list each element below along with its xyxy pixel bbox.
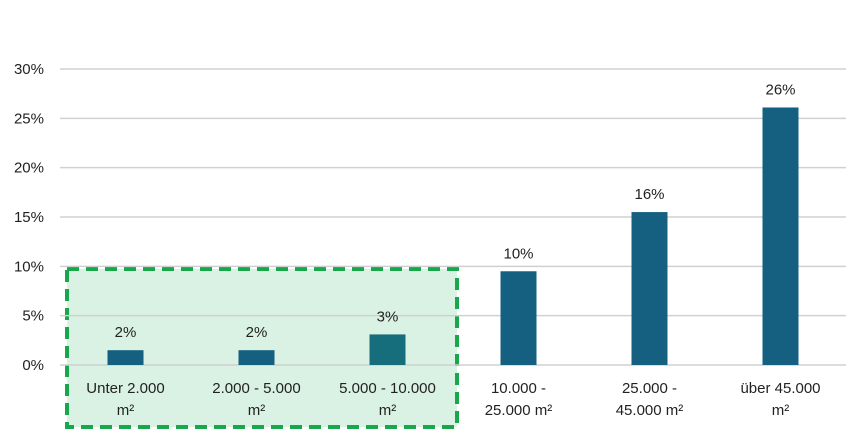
data-label: 10% bbox=[503, 245, 533, 262]
y-tick-label: 5% bbox=[22, 308, 44, 325]
y-tick-label: 25% bbox=[14, 110, 44, 127]
bar bbox=[762, 107, 799, 365]
y-tick-label: 10% bbox=[14, 258, 44, 275]
x-tick-label: 25.000 - bbox=[622, 380, 677, 397]
bar bbox=[631, 212, 668, 365]
gridlines bbox=[60, 68, 846, 366]
x-tick-label: m² bbox=[248, 402, 266, 419]
data-label: 3% bbox=[377, 308, 399, 325]
bars bbox=[107, 107, 799, 365]
bar bbox=[238, 350, 275, 365]
y-tick-label: 30% bbox=[14, 61, 44, 78]
bar bbox=[369, 334, 406, 365]
x-tick-label: m² bbox=[379, 402, 397, 419]
x-tick-label: 10.000 - bbox=[491, 380, 546, 397]
x-tick-label: 5.000 - 10.000 bbox=[339, 380, 436, 397]
y-axis: 0% 5% 10% 15% 20% 25% 30% bbox=[14, 61, 44, 374]
data-labels: 2% 2% 3% 10% 16% 26% bbox=[115, 81, 796, 341]
x-tick-label: 2.000 - 5.000 bbox=[212, 380, 300, 397]
bar bbox=[107, 350, 144, 365]
y-tick-label: 20% bbox=[14, 160, 44, 177]
data-label: 2% bbox=[246, 324, 268, 341]
y-tick-label: 15% bbox=[14, 209, 44, 226]
y-tick-label: 0% bbox=[22, 357, 44, 374]
x-tick-label: 45.000 m² bbox=[616, 402, 684, 419]
bar bbox=[500, 271, 537, 365]
x-tick-label: Unter 2.000 bbox=[86, 380, 164, 397]
x-tick-label: m² bbox=[117, 402, 135, 419]
data-label: 16% bbox=[634, 186, 664, 203]
x-tick-label: 25.000 m² bbox=[485, 402, 553, 419]
data-label: 26% bbox=[765, 81, 795, 98]
data-label: 2% bbox=[115, 324, 137, 341]
x-axis: Unter 2.000 m² 2.000 - 5.000 m² 5.000 - 10.0… bbox=[86, 380, 820, 419]
x-tick-label: m² bbox=[772, 402, 790, 419]
x-tick-label: über 45.000 bbox=[740, 380, 820, 397]
